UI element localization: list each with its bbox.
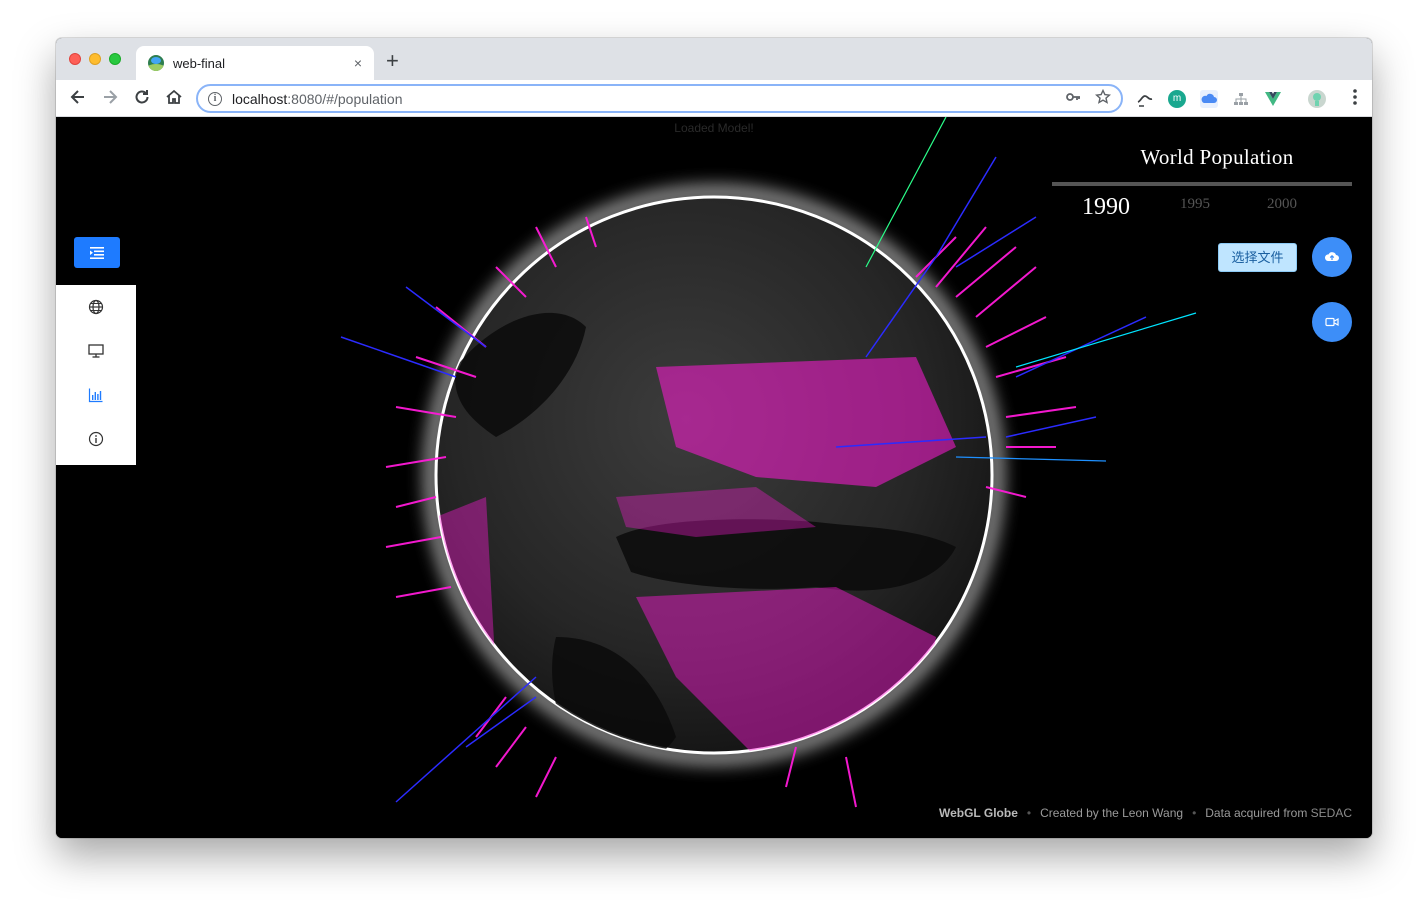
key-icon[interactable] xyxy=(1065,89,1081,109)
m-extension-icon[interactable]: m xyxy=(1168,90,1186,108)
globe-canvas[interactable] xyxy=(56,117,1372,838)
minimize-window-button[interactable] xyxy=(89,53,101,65)
bar-chart-icon xyxy=(88,388,103,403)
info-circle-icon xyxy=(88,431,104,447)
forward-arrow-icon[interactable] xyxy=(100,87,120,112)
sitemap-extension-icon[interactable] xyxy=(1232,90,1250,108)
globe-viewport[interactable]: Loaded Model! xyxy=(56,117,1372,838)
tall-spikes xyxy=(340,156,1147,803)
tab-strip: web-final × + xyxy=(56,38,1372,80)
maximize-window-button[interactable] xyxy=(109,53,121,65)
monitor-icon xyxy=(88,344,104,358)
choose-file-button[interactable]: 选择文件 xyxy=(1218,243,1297,272)
footer-credit: Created by the Leon Wang xyxy=(1040,806,1184,820)
sidebar-item-globe[interactable] xyxy=(56,285,136,329)
sidebar-item-monitor[interactable] xyxy=(56,329,136,373)
cloud-extension-icon[interactable] xyxy=(1200,90,1218,108)
sidebar-menu xyxy=(56,285,136,465)
info-icon[interactable]: i xyxy=(208,91,222,106)
star-icon[interactable] xyxy=(1094,88,1112,109)
year-2000[interactable]: 2000 xyxy=(1267,196,1297,212)
page-footer: WebGL Globe • Created by the Leon Wang •… xyxy=(939,806,1352,820)
globe-icon xyxy=(88,299,104,315)
footer-separator: • xyxy=(1026,806,1032,820)
reload-icon[interactable] xyxy=(132,87,152,112)
population-dots xyxy=(436,357,956,753)
browser-window: web-final × + i localhost:8080/#/populat… xyxy=(56,38,1372,838)
tab-close-icon[interactable]: × xyxy=(353,55,362,71)
year-1995[interactable]: 1995 xyxy=(1180,196,1210,212)
home-icon[interactable] xyxy=(164,87,184,112)
url-path: :8080/#/population xyxy=(287,90,403,107)
browser-tab[interactable]: web-final × xyxy=(136,46,374,80)
upload-button[interactable] xyxy=(1312,237,1352,277)
year-1990[interactable]: 1990 xyxy=(1082,194,1130,220)
indent-menu-icon xyxy=(90,246,104,259)
new-tab-button[interactable]: + xyxy=(386,48,399,73)
menu-toggle-button[interactable] xyxy=(74,237,120,268)
sidebar-item-chart[interactable] xyxy=(56,373,136,417)
favicon-icon xyxy=(148,55,164,71)
panel-divider xyxy=(1052,182,1352,186)
profile-avatar-icon[interactable] xyxy=(1308,90,1326,108)
sidebar-item-info[interactable] xyxy=(56,417,136,461)
footer-separator: • xyxy=(1192,806,1197,820)
panel-title: World Population xyxy=(1140,145,1294,169)
video-camera-icon xyxy=(1325,317,1339,327)
status-text: Loaded Model! xyxy=(674,121,754,135)
ocean-shapes xyxy=(455,312,956,753)
title-panel: World Population 1990 1995 2000 xyxy=(1052,145,1352,236)
translate-extension-icon[interactable] xyxy=(1136,90,1154,108)
back-arrow-icon[interactable] xyxy=(68,87,88,112)
tab-title: web-final xyxy=(173,55,226,71)
close-window-button[interactable] xyxy=(69,53,81,65)
address-bar[interactable]: i localhost:8080/#/population xyxy=(196,84,1123,113)
record-video-button[interactable] xyxy=(1312,302,1352,342)
url-text: localhost:8080/#/population xyxy=(232,91,1051,107)
browser-toolbar: i localhost:8080/#/population m xyxy=(56,80,1372,117)
cloud-upload-icon xyxy=(1325,252,1339,261)
footer-brand: WebGL Globe xyxy=(938,806,1018,820)
kebab-menu-icon[interactable] xyxy=(1352,88,1358,110)
url-host: localhost xyxy=(232,90,288,107)
vue-devtools-icon[interactable] xyxy=(1264,90,1282,108)
footer-data-prefix: Data acquired from xyxy=(1205,806,1308,820)
footer-data-source-link[interactable]: SEDAC xyxy=(1310,806,1352,820)
year-selector: 1990 1995 2000 xyxy=(1052,194,1352,236)
